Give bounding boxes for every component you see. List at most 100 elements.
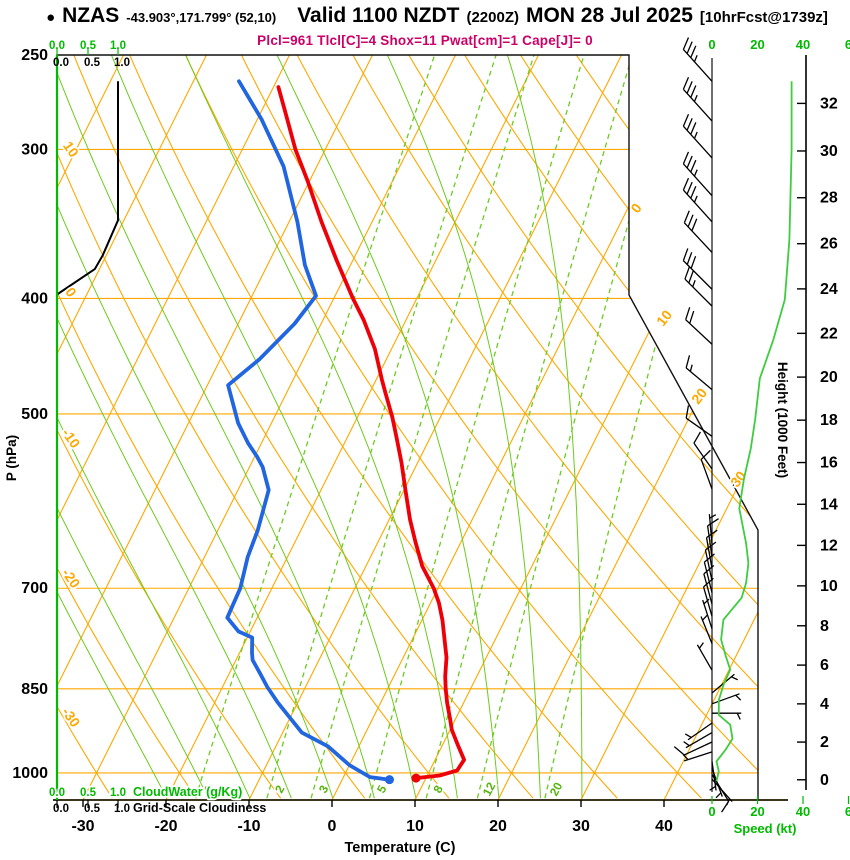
wind-barb-shaft: [703, 573, 713, 605]
pressure-axis-title: P (hPa): [4, 435, 19, 481]
wind-barb-halfflag: [693, 55, 698, 63]
isotherm-line: [248, 55, 622, 800]
profile-layer: [57, 79, 466, 785]
cloudiness-scale-bottom: 0.0: [53, 803, 69, 815]
mixing-ratio-line: [310, 55, 535, 799]
wind-barb-flag: [689, 310, 695, 324]
dewpoint-curve: [225, 79, 392, 782]
wind-barb-shaft: [711, 693, 740, 705]
isotherm-line: [57, 55, 207, 800]
valid-time: Valid 1100 NZDT: [297, 4, 460, 27]
wind-barb-shaft: [703, 561, 713, 593]
dewpoint-surface-dot: [384, 775, 394, 785]
height-tick-label: 4: [820, 696, 829, 713]
isotherm-line: [497, 55, 758, 800]
wind-speed-curve: [715, 81, 793, 782]
valid-date: MON 28 Jul 2025: [525, 4, 693, 27]
wind-barb-flag: [686, 155, 693, 169]
wind-barb-shaft: [685, 319, 713, 345]
wind-barb-flag: [686, 41, 693, 54]
wind-barb-shaft: [683, 741, 713, 756]
mixing-ratio-line: [425, 55, 633, 799]
cloudiness-scale-top: 0.5: [84, 57, 101, 69]
temp-tick-label: -10: [237, 818, 260, 835]
temperature-axis: -30 -20 -10 0 10 20 30 40 Temperature (C): [71, 800, 673, 856]
wind-barb-shaft: [685, 732, 713, 749]
wind-barb-shaft: [685, 367, 713, 391]
wind-barb-flag: [700, 449, 711, 460]
temp-tick-label: 30: [572, 818, 590, 835]
dry-adiabat-line: [394, 55, 758, 799]
pressure-tick-label: 850: [21, 681, 48, 698]
wind-barb-flag: [690, 159, 697, 173]
wind-barb-halfflag: [698, 642, 704, 649]
wind-barb: [705, 529, 718, 569]
cloudiness-scale-bottom: 1.0: [114, 803, 130, 815]
cloudiness-scale-title: Grid-Scale Cloudiness: [133, 801, 266, 815]
wind-barb: [685, 355, 713, 391]
pressure-tick-label: 400: [21, 290, 48, 307]
cloudiness-scale-top: 0.0: [53, 57, 69, 69]
isotherm-label: 20: [688, 385, 710, 407]
height-tick-label: 22: [820, 325, 838, 342]
speed-scale-bottom: 40: [796, 804, 810, 819]
wind-barb-flag: [684, 266, 691, 280]
wind-barb-halfflag: [693, 195, 698, 203]
isotherm-label: 0: [627, 200, 645, 216]
wind-barb: [682, 751, 713, 762]
height-tick-label: 14: [820, 496, 838, 513]
wind-barb: [682, 248, 713, 290]
wind-barb-halfflag: [693, 169, 698, 177]
wind-barb-flag: [682, 151, 690, 165]
dry-adiabat-label: -20: [59, 565, 84, 591]
wind-barb: [682, 37, 713, 82]
wind-barb: [711, 778, 733, 806]
wind-barb: [682, 151, 713, 197]
speed-scale-top: 6: [845, 37, 850, 52]
wind-barb-flag: [686, 181, 693, 195]
wind-barb-halfflag: [731, 676, 738, 681]
wind-barb-shaft: [685, 417, 713, 437]
wind-barb-shaft: [711, 761, 717, 791]
wind-barb: [673, 741, 713, 756]
stability-indices: Plcl=961 Tlcl[C]=4 Shox=11 Pwat[cm]=1 Ca…: [257, 33, 593, 48]
cloudiness-scale-bottom: 0.5: [84, 803, 101, 815]
wind-barb-flag: [686, 252, 693, 265]
wind-barb: [696, 642, 713, 671]
height-tick-label: 24: [820, 281, 838, 298]
wind-barb-flag: [707, 518, 719, 527]
temp-tick-label: 20: [489, 818, 507, 835]
wind-barb-halfflag: [702, 614, 708, 621]
pressure-tick-label: 300: [21, 141, 48, 158]
moist-adiabat-line: [57, 55, 251, 799]
moist-adiabat-line: [57, 55, 209, 799]
station-coords: -43.903°,171.799° (52,10): [126, 10, 277, 25]
cloudwater-scale-bottom: 1.0: [110, 787, 126, 799]
dry-adiabat-label: -30: [59, 704, 84, 730]
wind-barb-halfflag: [683, 741, 690, 747]
wind-barb-shaft: [704, 549, 713, 581]
wind-barb-shaft: [702, 586, 713, 617]
wind-barb-flag: [682, 248, 689, 261]
dry-adiabat-line: [344, 55, 758, 799]
wind-barb-shaft: [683, 751, 713, 762]
speed-scale-bottom: 0: [708, 804, 715, 819]
wind-barb: [704, 541, 717, 581]
wind-barb-shaft: [700, 616, 713, 644]
dry-adiabat-line: [57, 55, 282, 799]
height-tick-label: 26: [820, 236, 838, 253]
wind-barb: [700, 449, 713, 490]
dry-adiabat-line: [592, 55, 758, 799]
dry-adiabat-line: [57, 55, 113, 799]
speed-scale-top: 40: [796, 37, 810, 52]
wind-barb-halfflag: [709, 785, 716, 791]
cloudwater-scale-bottom: 0.5: [80, 787, 97, 799]
mixing-ratio-label: 20: [547, 780, 566, 799]
height-tick-label: 12: [820, 537, 838, 554]
mixing-ratio-label: 3: [316, 783, 332, 796]
wind-barb-flag: [688, 270, 694, 284]
wind-barb: [683, 732, 713, 749]
dry-adiabat-line: [57, 55, 618, 799]
